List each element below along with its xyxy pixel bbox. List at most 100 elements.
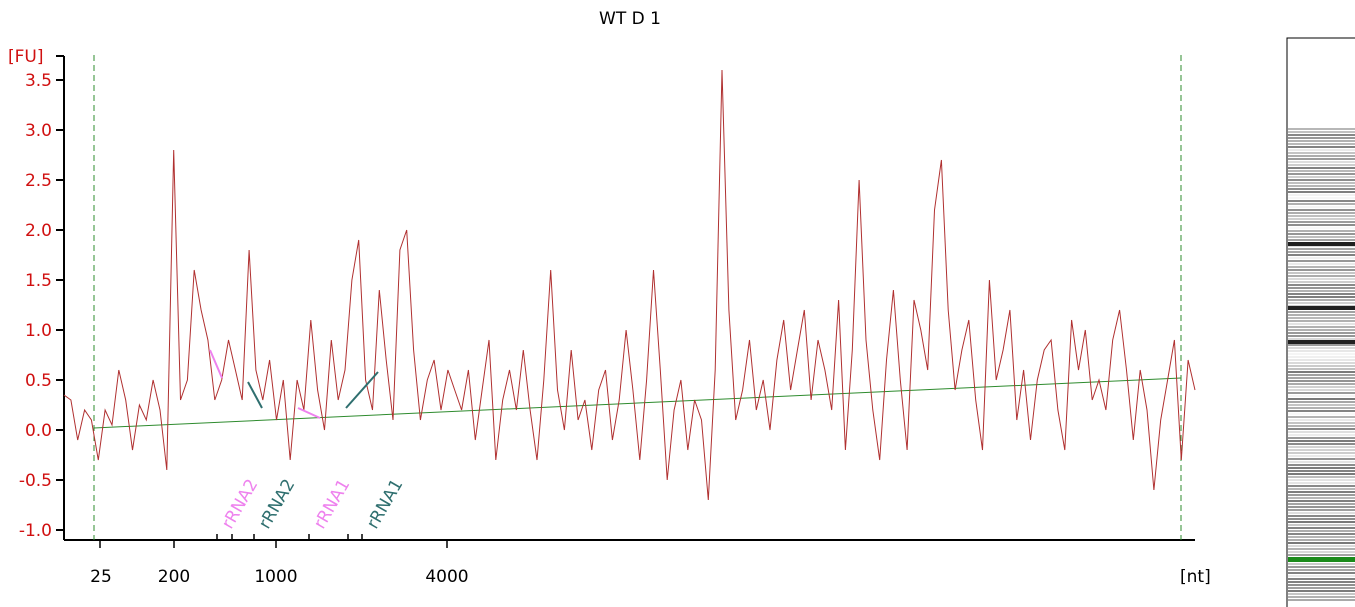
gel-band	[1288, 539, 1355, 541]
gel-band	[1288, 233, 1355, 235]
y-tick-label: 0.0	[25, 421, 52, 441]
gel-band	[1288, 578, 1355, 580]
gel-band	[1288, 518, 1355, 520]
gel-band	[1288, 506, 1355, 508]
x-axis-label: [nt]	[1180, 567, 1211, 587]
gel-band	[1288, 179, 1355, 181]
gel-band	[1288, 464, 1355, 466]
gel-band	[1288, 323, 1355, 325]
gel-band	[1288, 158, 1355, 160]
rrna-marker-line	[247, 381, 263, 409]
gel-band	[1288, 449, 1355, 451]
gel-band	[1288, 338, 1355, 340]
gel-band	[1288, 515, 1355, 517]
gel-band	[1288, 152, 1355, 154]
gel-band	[1288, 437, 1355, 439]
gel-band	[1288, 380, 1355, 382]
y-tick-label: 3.5	[25, 71, 52, 91]
gel-band	[1288, 587, 1355, 589]
gel-band	[1288, 503, 1355, 505]
gel-band	[1288, 224, 1355, 226]
gel-band	[1288, 134, 1355, 136]
rrna-marker-line	[345, 371, 379, 409]
gel-band	[1288, 263, 1355, 265]
gel-band	[1288, 167, 1355, 169]
gel-band	[1288, 200, 1355, 202]
gel-band	[1288, 317, 1355, 319]
gel-band	[1288, 272, 1355, 274]
gel-band	[1288, 140, 1355, 142]
gel-band	[1288, 452, 1355, 454]
y-axis-label: [FU]	[8, 47, 44, 67]
gel-band	[1288, 212, 1355, 214]
gel-band	[1288, 566, 1355, 568]
y-tick-label: 2.5	[25, 171, 52, 191]
gel-band	[1288, 572, 1355, 574]
gel-band	[1288, 128, 1355, 130]
gel-band	[1288, 281, 1355, 283]
gel-band	[1288, 422, 1355, 424]
gel-band	[1288, 398, 1355, 400]
gel-band	[1288, 590, 1355, 592]
gel-band	[1288, 359, 1355, 361]
y-tick-label: 2.0	[25, 221, 52, 241]
gel-band	[1288, 335, 1355, 337]
gel-band	[1288, 476, 1355, 478]
gel-band	[1288, 494, 1355, 496]
gel-band	[1288, 386, 1355, 388]
gel-band	[1288, 146, 1355, 148]
gel-band	[1288, 551, 1355, 553]
gel-band	[1288, 509, 1355, 511]
gel-band	[1288, 569, 1355, 571]
gel-band	[1288, 428, 1355, 430]
gel-band	[1288, 542, 1355, 544]
gel-band	[1288, 194, 1355, 196]
gel-band	[1288, 407, 1355, 409]
gel-band	[1288, 356, 1355, 358]
y-tick-label: 1.5	[25, 271, 52, 291]
gel-band	[1288, 377, 1355, 379]
gel-band	[1288, 434, 1355, 436]
gel-band	[1288, 575, 1355, 577]
gel-band	[1288, 530, 1355, 532]
gel-band	[1288, 218, 1355, 220]
gel-band	[1288, 485, 1355, 487]
gel-band	[1288, 248, 1355, 250]
x-axis: 25 200 1000 4000	[64, 534, 1195, 587]
gel-band	[1288, 182, 1355, 184]
gel-band	[1288, 278, 1355, 280]
gel-band	[1288, 521, 1355, 523]
gel-band	[1288, 257, 1355, 259]
gel-band	[1288, 416, 1355, 418]
rrna-marker-label: rRNA2	[255, 476, 299, 533]
gel-band	[1288, 350, 1355, 352]
fluorescence-trace	[63, 69, 1196, 501]
gel-band	[1288, 155, 1355, 157]
gel-lane-image	[1286, 37, 1355, 607]
baseline-line	[93, 377, 1182, 429]
gel-band	[1288, 239, 1355, 241]
gel-band	[1288, 344, 1355, 346]
x-tick-label: 200	[158, 567, 190, 587]
gel-band	[1288, 332, 1355, 334]
gel-band	[1288, 383, 1355, 385]
y-tick-label: 0.5	[25, 371, 52, 391]
gel-band	[1288, 395, 1355, 397]
gel-marker-band	[1288, 557, 1355, 562]
gel-band	[1288, 314, 1355, 316]
gel-band	[1288, 302, 1355, 304]
gel-band	[1288, 527, 1355, 529]
x-tick-label: 1000	[254, 567, 297, 587]
gel-band	[1288, 329, 1355, 331]
gel-band	[1288, 446, 1355, 448]
gel-band	[1288, 548, 1355, 550]
series-lines	[63, 69, 1196, 501]
gel-band	[1288, 254, 1355, 256]
gel-band	[1288, 392, 1355, 394]
y-axis: 3.5 3.0 2.5 2.0 1.5 1.0 0.5 0.0 -0.5 -1.0	[19, 55, 65, 541]
gel-band	[1288, 473, 1355, 475]
gel-band	[1288, 269, 1355, 271]
gel-band	[1288, 227, 1355, 229]
